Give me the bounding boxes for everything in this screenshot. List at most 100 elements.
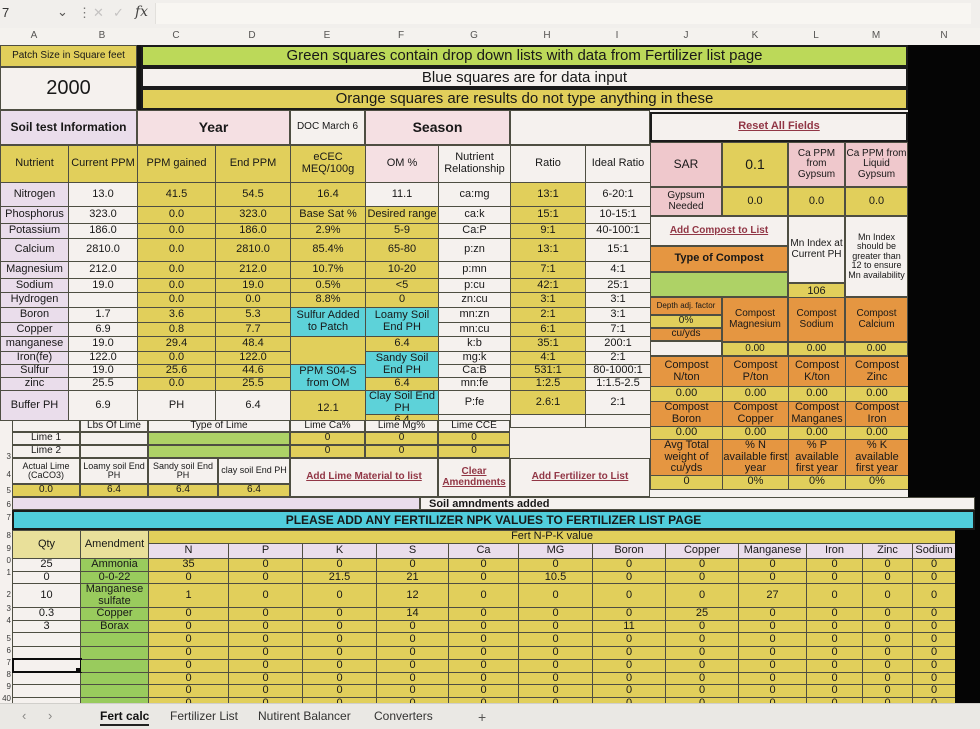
fert-cell[interactable]: 0 [228,658,303,673]
fert-cell[interactable]: 0 [228,570,303,585]
fert-cell[interactable]: 0 [148,607,229,621]
cell[interactable]: 6.4 [148,484,218,497]
row-number[interactable]: 5 [6,486,11,495]
amendment-cell[interactable] [80,646,149,660]
soil-col-header[interactable]: Current PPM [68,145,138,183]
fert-cell[interactable]: 0 [302,646,377,660]
cell[interactable]: 0 [290,445,365,458]
cell[interactable]: 0.00 [845,426,909,440]
fert-cell[interactable]: 10.5 [518,570,593,585]
fert-cell[interactable]: 0 [302,658,377,673]
fert-cell[interactable]: 0 [518,632,593,648]
cell[interactable]: 6.4 [218,484,290,497]
row-number[interactable]: 40 [2,694,11,703]
fert-cell[interactable]: 0 [302,607,377,621]
amendment-cell[interactable] [80,684,149,698]
add-sheet-button[interactable]: + [478,709,487,725]
fert-cell[interactable]: 0 [592,583,666,609]
cell[interactable]: <5 [365,278,439,293]
fert-cell[interactable]: 0 [862,583,913,609]
gypsum-needed-label[interactable]: Gypsum Needed [650,187,722,216]
col-header-k[interactable]: K [751,30,759,41]
fert-cell[interactable]: 0 [911,632,957,648]
fert-cell[interactable]: 0 [862,658,913,673]
fert-cell[interactable]: 0 [448,671,519,686]
cell[interactable]: 25.5 [68,377,138,391]
cell[interactable]: 2810.0 [215,238,291,262]
fert-cell[interactable]: 0 [448,658,519,673]
cell[interactable]: 19.0 [68,278,138,293]
row-number[interactable]: 3 [6,604,11,613]
fert-col-header[interactable]: MG [518,543,593,559]
qty-cell[interactable]: 0.3 [12,607,81,621]
col-header-i[interactable]: I [615,30,619,41]
fert-cell[interactable]: 0 [806,607,863,621]
cell[interactable]: 15:1 [510,206,586,224]
fert-cell[interactable]: 0 [592,570,666,585]
fert-cell[interactable]: 0 [911,558,957,572]
row-number[interactable]: 8 [6,670,11,679]
fert-cell[interactable]: 0 [148,632,229,648]
cell[interactable] [80,432,148,445]
qty-header[interactable]: Qty [12,530,81,559]
row-number[interactable]: 1 [6,568,11,577]
fert-cell[interactable]: 0 [448,570,519,585]
cell[interactable]: 10-20 [365,261,439,279]
fert-cell[interactable]: 0 [302,619,377,634]
cell[interactable]: 0 [365,292,439,308]
fert-cell[interactable]: 0 [862,684,913,698]
fert-cell[interactable]: 0 [376,619,449,634]
col-header-e[interactable]: E [323,30,331,41]
nutrient-label[interactable]: zinc [0,377,69,391]
fert-cell[interactable]: 21.5 [302,570,377,585]
cell[interactable]: 531:1 [510,364,586,378]
fert-cell[interactable]: 0 [592,658,666,673]
fert-cell[interactable]: 0 [518,558,593,572]
fert-cell[interactable]: 0 [448,619,519,634]
fert-col-header[interactable]: K [302,543,377,559]
cell[interactable]: 9:1 [510,223,586,239]
cell[interactable]: 0.0 [12,484,80,497]
cell[interactable]: 0% [722,474,789,490]
cell[interactable]: 212.0 [68,261,138,279]
season-header[interactable]: Season [365,110,510,145]
cell[interactable]: 7.7 [215,322,291,337]
nutrient-label[interactable]: Hydrogen [0,292,69,308]
cell[interactable]: 323.0 [215,206,291,224]
fert-cell[interactable]: 14 [376,607,449,621]
fert-cell[interactable]: 0 [806,646,863,660]
cell[interactable]: 0 [438,445,510,458]
fert-cell[interactable]: 0 [738,671,807,686]
nutrient-label[interactable]: Boron [0,307,69,323]
col-header-j[interactable]: J [683,30,689,41]
fert-cell[interactable]: 0 [665,671,739,686]
cell[interactable]: 6-20:1 [585,182,651,207]
row-number[interactable]: 0 [6,556,11,565]
fert-cell[interactable]: 0 [228,632,303,648]
cell[interactable]: P:fe [438,389,511,416]
cell[interactable]: p:cu [438,278,511,293]
amendment-cell[interactable] [80,632,149,648]
fert-col-header[interactable]: S [376,543,449,559]
fert-col-header[interactable]: P [228,543,303,559]
sandy-end-ph-label[interactable]: Sandy Soil End PH [365,351,439,378]
fert-cell[interactable]: 0 [592,632,666,648]
cell[interactable]: 0.5% [290,278,366,293]
fert-cell[interactable]: 0 [665,583,739,609]
nutrient-label[interactable]: manganese [0,336,69,352]
nutrient-label[interactable]: Nitrogen [0,182,69,207]
cell[interactable]: 2.6:1 [510,389,586,416]
cell[interactable]: 212.0 [215,261,291,279]
soil-col-header[interactable]: Nutrient [0,145,69,183]
fert-cell[interactable]: 0 [738,570,807,585]
fert-cell[interactable]: 0 [738,632,807,648]
cell[interactable]: 11.1 [365,182,439,207]
row-number[interactable]: 6 [6,500,11,509]
col-header-m[interactable]: M [871,30,881,41]
row-number[interactable]: 4 [6,616,11,625]
tab-nutrient-balancer[interactable]: Nutirent Balancer [258,709,351,723]
cell[interactable]: 0.0 [137,278,216,293]
fert-cell[interactable]: 0 [448,607,519,621]
cell[interactable]: 6.4 [80,484,148,497]
row-number[interactable]: 4 [6,470,11,479]
